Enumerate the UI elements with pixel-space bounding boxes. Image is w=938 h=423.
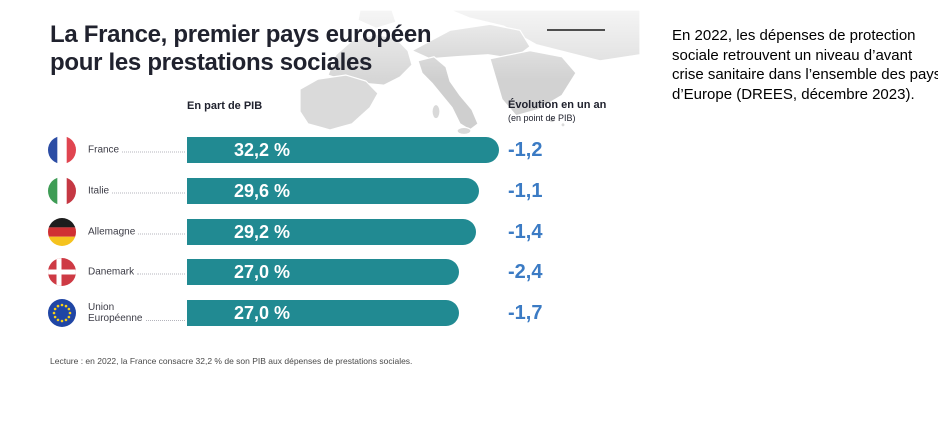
share-value: 32,2 % [233,140,291,160]
evolution-value: -2,4 [508,261,543,283]
evolution-value: -1,4 [508,221,543,243]
dotted-leader [137,273,185,275]
share-bar: 29,6 % [187,178,479,204]
side-note: En 2022, les dépenses de protection soci… [672,27,938,103]
share-value: 27,0 % [233,262,291,282]
europe-map-icon [300,10,640,136]
decorative-rule [547,29,605,31]
share-value: 29,2 % [233,222,291,242]
dotted-leader [145,320,185,321]
social-benefits-chart: La France, premier pays européen pour le… [0,10,660,366]
dotted-leader [112,192,185,194]
column-header-evolution-sub: (en point de PIB) [508,113,576,123]
country-label: Union Européenne [88,302,186,324]
chart-row-union-europeenne: Union Européenne 27,0 % -1,7 [0,299,660,327]
country-label: Allemagne [88,227,186,238]
chart-row-france: France 32,2 % -1,2 [0,136,660,164]
italy-flag-icon [48,177,76,205]
share-bar: 27,0 % [187,259,459,285]
share-value: 27,0 % [233,303,291,323]
country-label: Italie [88,186,186,197]
dotted-leader [122,151,185,153]
share-value: 29,6 % [233,181,291,201]
evolution-value: -1,7 [508,302,543,324]
chart-row-italie: Italie 29,6 % -1,1 [0,177,660,205]
share-bar: 29,2 % [187,219,476,245]
country-label: Danemark [88,267,186,278]
dotted-leader [138,233,185,235]
chart-row-allemagne: Allemagne 29,2 % -1,4 [0,218,660,246]
germany-flag-icon [48,218,76,246]
evolution-value: -1,2 [508,139,543,161]
country-label: France [88,145,186,156]
evolution-value: -1,1 [508,180,543,202]
chart-row-danemark: Danemark 27,0 % -2,4 [0,258,660,286]
denmark-flag-icon [48,258,76,286]
chart-title-line2: pour les prestations sociales [50,49,373,76]
chart-title: La France, premier pays européen pour le… [50,21,432,77]
reading-note: Lecture : en 2022, la France consacre 32… [50,356,413,366]
column-header-share: En part de PIB [187,100,263,112]
share-bar: 32,2 % [187,137,499,163]
eu-flag-icon [48,299,76,327]
column-header-evolution: Évolution en un an [508,99,607,111]
france-flag-icon [48,136,76,164]
chart-title-line1: La France, premier pays européen [50,21,432,48]
share-bar: 27,0 % [187,300,459,326]
